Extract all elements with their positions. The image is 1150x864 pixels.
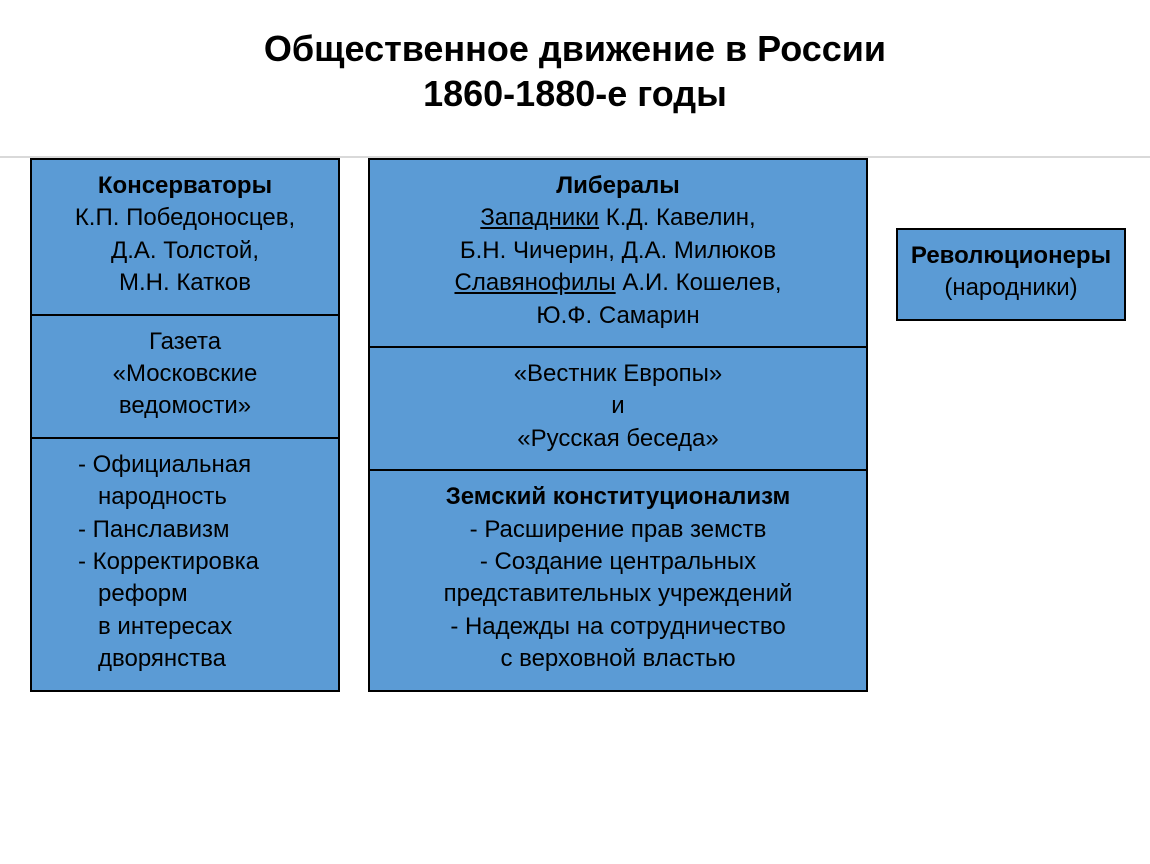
cons-prog-2: народность xyxy=(44,481,326,513)
liberals-slavo-tail: А.И. Кошелев, xyxy=(616,269,782,296)
lib-prog-3: представительных учреждений xyxy=(382,578,854,610)
cons-prog-7: дворянства xyxy=(44,643,326,675)
liberals-program-cell: Земский конституционализм - Расширение п… xyxy=(368,471,868,691)
lib-prog-5: с верховной властью xyxy=(382,643,854,675)
lib-prog-1: - Расширение прав земств xyxy=(382,514,854,546)
liberals-westerners-label: Западники xyxy=(480,204,599,231)
slide: Общественное движение в России 1860-1880… xyxy=(0,0,1150,864)
column-conservatives: Консерваторы К.П. Победоносцев, Д.А. Тол… xyxy=(30,158,340,778)
conservatives-header: Консерваторы xyxy=(44,170,326,202)
conservatives-program-cell: - Официальная народность - Панславизм - … xyxy=(30,439,340,692)
lib-prog-2: - Создание центральных xyxy=(382,546,854,578)
liberals-header: Либералы xyxy=(382,170,854,202)
cons-prog-3: - Панславизм xyxy=(44,514,326,546)
conservatives-press-3: ведомости» xyxy=(44,390,326,422)
cons-prog-1: - Официальная xyxy=(44,449,326,481)
lib-press-2: и xyxy=(382,390,854,422)
liberals-press-cell: «Вестник Европы» и «Русская беседа» xyxy=(368,348,868,471)
title-line-1: Общественное движение в России xyxy=(0,26,1150,71)
title-line-2: 1860-1880-е годы xyxy=(0,71,1150,116)
liberals-slavo-names: Ю.Ф. Самарин xyxy=(382,300,854,332)
slide-title: Общественное движение в России 1860-1880… xyxy=(0,0,1150,116)
conservatives-press-1: Газета xyxy=(44,326,326,358)
liberals-west-line: Западники К.Д. Кавелин, xyxy=(382,202,854,234)
liberals-slavophiles-label: Славянофилы xyxy=(454,269,615,296)
columns-row: Консерваторы К.П. Победоносцев, Д.А. Тол… xyxy=(0,158,1148,778)
liberals-west-tail: К.Д. Кавелин, xyxy=(599,204,756,231)
rev-sub: (народники) xyxy=(910,272,1112,304)
cons-prog-6: в интересах xyxy=(44,611,326,643)
cons-prog-5: реформ xyxy=(44,578,326,610)
conservatives-press-2: «Московские xyxy=(44,358,326,390)
conservatives-name-1: К.П. Победоносцев, xyxy=(44,202,326,234)
conservatives-press-cell: Газета «Московские ведомости» xyxy=(30,316,340,439)
rev-header: Революционеры xyxy=(910,240,1112,272)
lib-prog-4: - Надежды на сотрудничество xyxy=(382,611,854,643)
revolutionaries-cell: Революционеры (народники) xyxy=(896,228,1126,321)
conservatives-name-2: Д.А. Толстой, xyxy=(44,235,326,267)
column-revolutionaries: Революционеры (народники) xyxy=(896,158,1126,778)
lib-press-3: «Русская беседа» xyxy=(382,423,854,455)
liberals-west-names: Б.Н. Чичерин, Д.А. Милюков xyxy=(382,235,854,267)
lib-press-1: «Вестник Европы» xyxy=(382,358,854,390)
lib-prog-header: Земский конституционализм xyxy=(382,481,854,513)
column-liberals: Либералы Западники К.Д. Кавелин, Б.Н. Чи… xyxy=(368,158,868,778)
cons-prog-4: - Корректировка xyxy=(44,546,326,578)
liberals-header-cell: Либералы Западники К.Д. Кавелин, Б.Н. Чи… xyxy=(368,158,868,348)
liberals-slavo-line: Славянофилы А.И. Кошелев, xyxy=(382,267,854,299)
conservatives-header-cell: Консерваторы К.П. Победоносцев, Д.А. Тол… xyxy=(30,158,340,316)
conservatives-name-3: М.Н. Катков xyxy=(44,267,326,299)
